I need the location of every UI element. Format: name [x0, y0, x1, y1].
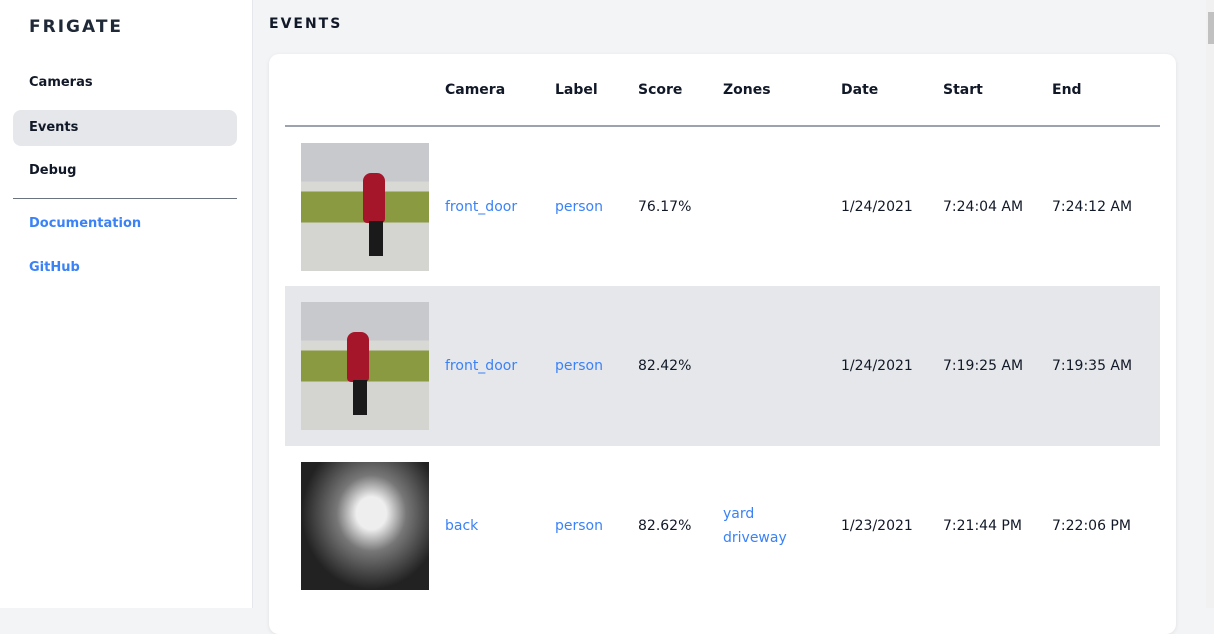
zone-link[interactable]: driveway [723, 530, 787, 546]
camera-link[interactable]: back [445, 518, 479, 534]
header-end: End [1052, 54, 1160, 127]
event-thumbnail[interactable] [301, 142, 429, 271]
label-link[interactable]: person [555, 518, 603, 534]
sidebar-item-debug[interactable]: Debug [29, 163, 77, 178]
sidebar-item-cameras[interactable]: Cameras [29, 75, 93, 90]
header-date: Date [841, 54, 943, 127]
scrollbar[interactable] [1206, 0, 1214, 608]
brand-logo: FRIGATE [29, 17, 124, 37]
header-start: Start [943, 54, 1052, 127]
start-time: 7:19:25 AM [943, 286, 1052, 446]
header-label: Label [555, 54, 638, 127]
page-title: EVENTS [269, 16, 343, 32]
sidebar-divider [13, 198, 237, 199]
date: 1/23/2021 [841, 518, 913, 534]
zone-link[interactable]: yard [723, 506, 755, 522]
end-time: 7:19:35 AM [1052, 286, 1160, 446]
events-card: Camera Label Score Zones Date Start End … [269, 54, 1176, 634]
documentation-link[interactable]: Documentation [29, 216, 142, 231]
start-time: 7:24:04 AM [943, 198, 1024, 215]
header-score: Score [638, 54, 723, 127]
score: 76.17% [638, 198, 692, 215]
sidebar-item-events[interactable]: Events [13, 110, 237, 146]
table-row[interactable]: front_door person 76.17% 1/24/2021 7:24:… [285, 126, 1160, 286]
github-link[interactable]: GitHub [29, 260, 80, 275]
header-zones: Zones [723, 54, 841, 127]
camera-link[interactable]: front_door [445, 198, 518, 215]
camera-link[interactable]: front_door [445, 358, 518, 374]
score: 82.62% [638, 518, 692, 534]
event-thumbnail[interactable] [301, 302, 429, 430]
score: 82.42% [638, 286, 723, 446]
header-thumbnail [285, 54, 445, 127]
date: 1/24/2021 [841, 198, 913, 215]
zones [723, 286, 841, 446]
date: 1/24/2021 [841, 286, 943, 446]
zones: yard driveway [723, 446, 841, 606]
table-row[interactable]: back person 82.62% yard driveway 1/23/202… [285, 446, 1160, 606]
end-time: 7:22:06 PM [1052, 518, 1131, 534]
table-header: Camera Label Score Zones Date Start End [285, 54, 1160, 127]
label-link[interactable]: person [555, 198, 603, 215]
table-row[interactable]: front_door person 82.42% 1/24/2021 7:19:… [285, 286, 1160, 446]
events-table: Camera Label Score Zones Date Start End … [285, 54, 1160, 606]
start-time: 7:21:44 PM [943, 518, 1022, 534]
event-thumbnail[interactable] [301, 462, 429, 590]
header-camera: Camera [445, 54, 555, 127]
label-link[interactable]: person [555, 358, 603, 374]
end-time: 7:24:12 AM [1052, 198, 1133, 215]
zones [723, 126, 841, 286]
sidebar: FRIGATE Cameras Events Debug Documentati… [0, 0, 253, 608]
main-content: EVENTS Camera Label Score Zones Date Sta… [253, 0, 1206, 634]
scrollbar-thumb[interactable] [1208, 12, 1214, 44]
